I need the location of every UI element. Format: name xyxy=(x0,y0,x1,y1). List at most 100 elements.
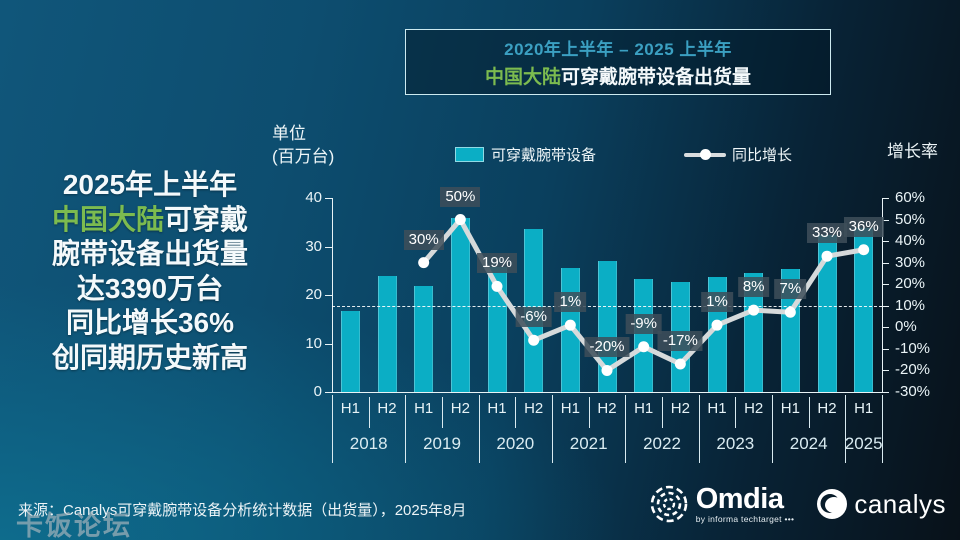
year-label-2020: 2020 xyxy=(496,434,535,453)
growth-label: 50% xyxy=(440,186,481,207)
right-axis-tick xyxy=(882,327,889,329)
right-axis-tick-label: 30% xyxy=(895,253,926,271)
canalys-wordmark: canalys xyxy=(854,488,946,519)
year-separator xyxy=(698,395,700,463)
left-axis-tick-label: 20 xyxy=(305,286,322,303)
growth-label: 1% xyxy=(701,292,733,313)
bar-2018 H2 xyxy=(377,276,397,392)
headline-line-1: 2025年上半年 xyxy=(62,169,238,200)
bar-2024 H1 xyxy=(780,268,800,392)
omdia-rings-icon xyxy=(650,485,688,523)
right-axis-tick-label: 0% xyxy=(895,318,917,336)
watermark: 卡饭论坛 xyxy=(16,511,132,540)
footer-logos: Omdia by informa techtarget ••• canalys xyxy=(648,483,946,525)
left-axis-tick-label: 40 xyxy=(305,189,322,206)
half-year-label: H2 xyxy=(597,400,617,417)
growth-line-point xyxy=(564,319,576,331)
growth-label: 19% xyxy=(476,253,518,274)
legend-line-label: 同比增长 xyxy=(732,147,793,164)
growth-label: -17% xyxy=(657,330,703,351)
canalys-shell-icon xyxy=(817,489,848,519)
growth-label: 7% xyxy=(774,279,807,300)
right-axis-tick xyxy=(882,370,889,372)
legend-bar-swatch-icon xyxy=(455,147,484,162)
headline: 2025年上半年 中国大陆可穿戴 腕带设备出货量 达3390万台 同比增长36%… xyxy=(25,168,275,375)
half-separator xyxy=(442,397,443,428)
growth-label: -20% xyxy=(584,337,630,358)
growth-label: 8% xyxy=(737,277,770,298)
bar-2020 H1 xyxy=(487,266,507,392)
half-year-label: H1 xyxy=(340,400,360,417)
right-axis-tick xyxy=(882,262,889,264)
growth-label: 30% xyxy=(403,229,444,250)
half-separator xyxy=(515,397,517,428)
half-year-label: H1 xyxy=(487,400,507,417)
headline-line-2: 中国大陆可穿戴 xyxy=(25,203,275,238)
half-year-label: H2 xyxy=(670,400,690,417)
omdia-tagline: by informa techtarget ••• xyxy=(695,514,795,524)
omdia-wordmark: Omdia xyxy=(695,483,784,515)
growth-label: 1% xyxy=(554,292,587,313)
right-axis-tick-label: -30% xyxy=(895,383,931,400)
right-axis-tick xyxy=(882,392,889,393)
left-axis-title-line-1: 单位 xyxy=(272,124,306,143)
growth-line-point xyxy=(858,244,870,256)
canalys-logo: canalys xyxy=(816,488,946,520)
bar-2025 H1 xyxy=(854,227,874,392)
growth-line-point xyxy=(711,319,723,331)
year-separator xyxy=(552,395,553,463)
left-axis-tick xyxy=(325,198,332,199)
legend-line-symbol-icon xyxy=(684,149,727,160)
right-axis-tick xyxy=(882,305,889,307)
year-label-2021: 2021 xyxy=(569,434,608,453)
headline-line-2-rest: 可穿戴 xyxy=(164,203,249,235)
growth-label: 33% xyxy=(806,223,848,244)
bar-2022 H1 xyxy=(634,278,654,392)
bar-2019 H1 xyxy=(414,286,434,392)
right-axis-tick xyxy=(882,241,889,243)
right-axis-tick-label: -20% xyxy=(895,361,931,379)
half-year-label: H2 xyxy=(744,400,764,417)
half-year-label: H2 xyxy=(377,400,397,417)
right-axis-line xyxy=(882,198,883,392)
title-subject: 中国大陆可穿戴腕带设备出货量 xyxy=(485,62,751,89)
right-axis-tick xyxy=(882,198,889,199)
bar-2024 H2 xyxy=(817,235,837,392)
title-region-highlight: 中国大陆 xyxy=(484,67,561,88)
growth-line-point xyxy=(491,280,503,292)
left-axis-line xyxy=(332,198,333,392)
growth-line-point xyxy=(674,358,686,370)
bar-2019 H2 xyxy=(450,218,470,392)
half-year-label: H1 xyxy=(780,400,800,417)
chart-plot: 0 10 20 30 40 60% 50% 40% 30% 20% 10% 0% -10% -20% -30… xyxy=(305,186,930,463)
left-axis-tick-label: 0 xyxy=(313,383,322,400)
chart-legend: 可穿戴腕带设备 同比增长 xyxy=(455,144,792,165)
right-axis-tick xyxy=(882,284,889,286)
legend-line-dot-icon xyxy=(700,149,712,160)
right-axis-tick-label: -10% xyxy=(895,339,931,357)
growth-line-point xyxy=(821,250,833,262)
year-separator xyxy=(478,395,480,463)
growth-line-point xyxy=(601,364,613,376)
source-note: 来源：Canalys可穿戴腕带设备分析统计数据（出货量），2025年8月 xyxy=(18,502,467,519)
year-separator xyxy=(845,395,847,463)
year-separator xyxy=(625,395,627,463)
right-axis-tick-label: 40% xyxy=(895,232,926,250)
half-year-label: H2 xyxy=(817,400,837,417)
growth-label: -9% xyxy=(625,313,662,334)
left-axis-tick xyxy=(325,343,332,345)
year-separator xyxy=(772,395,773,463)
left-axis-title-line-2: (百万台) xyxy=(272,147,335,166)
growth-line-point xyxy=(748,304,760,316)
growth-line-point xyxy=(638,341,650,353)
growth-line-point xyxy=(784,306,796,318)
bar-2018 H1 xyxy=(340,311,360,392)
headline-region-highlight: 中国大陆 xyxy=(51,203,164,235)
growth-label: 36% xyxy=(843,216,884,237)
growth-label: -6% xyxy=(515,307,552,328)
growth-line-plot xyxy=(418,214,870,376)
half-year-label: H2 xyxy=(524,400,544,417)
left-axis-tick xyxy=(325,295,332,296)
year-label-2024: 2024 xyxy=(789,434,828,453)
